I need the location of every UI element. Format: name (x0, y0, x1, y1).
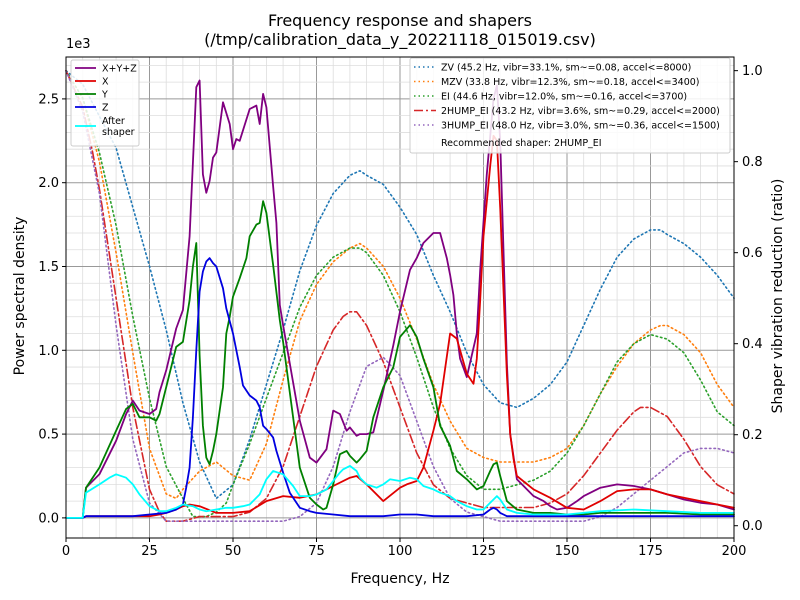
legend-left: X+Y+Z XYZ After shaper (70, 59, 140, 147)
legend-left-label-line: X+Y+Z (102, 64, 137, 75)
x-axis-label: Frequency, Hz (350, 571, 449, 587)
y2-tick-label: 0.4 (742, 337, 763, 352)
y2-tick-label: 0.0 (742, 519, 763, 534)
y2-tick-label: 0.6 (742, 246, 763, 261)
series-line-4 (65, 464, 735, 519)
y2-axis-label: Shaper vibration reduction (ratio) (770, 179, 786, 414)
series-line-0 (65, 79, 735, 519)
x-tick-label: 150 (555, 544, 580, 559)
axis-ticks: 0 25 50 75 100 125 150 175 200 0.0 0.5 1.0 1.5 2.0 2.5… (38, 64, 762, 559)
series-line-9 (65, 69, 735, 523)
legend-left-label: X+Y+Z (102, 64, 137, 75)
y-tick-label: 0.0 (38, 511, 59, 526)
x-tick-label: 175 (638, 544, 663, 559)
series-line-8 (65, 69, 735, 523)
recommended-shaper-text: Recommended shaper: 2HUMP_EI (441, 138, 602, 149)
x-tick-label: 0 (62, 544, 70, 559)
legend-left-label: Z (102, 103, 109, 114)
series-line-5 (65, 69, 735, 500)
series-line-3 (65, 257, 735, 519)
y-axis-label: Power spectral density (12, 217, 28, 376)
x-tick-label: 25 (141, 544, 158, 559)
legend-left-label-line: shaper (102, 127, 135, 138)
legend-right-label: 2HUMP_EI (43.2 Hz, vibr=3.6%, sm~=0.29, … (441, 106, 720, 117)
x-tick-label: 200 (722, 544, 747, 559)
legend-right-label: 3HUMP_EI (48.0 Hz, vibr=3.0%, sm~=0.36, … (441, 121, 720, 132)
y-tick-label: 0.5 (38, 428, 59, 443)
legend-left-label-line: X (102, 77, 109, 88)
y-axis-scale-label: 1e3 (66, 37, 91, 52)
y2-tick-label: 0.2 (742, 428, 763, 443)
y2-tick-label: 1.0 (742, 64, 763, 79)
series-line-2 (65, 200, 735, 519)
x-tick-label: 75 (308, 544, 325, 559)
x-tick-label: 125 (471, 544, 496, 559)
legend-left-label-line: Y (101, 90, 108, 101)
chart-subtitle: (/tmp/calibration_data_y_20221118_015019… (204, 30, 596, 50)
legend-right-box (409, 57, 731, 154)
legend-right-label: ZV (45.2 Hz, vibr=33.1%, sm~=0.08, accel… (441, 63, 691, 74)
y2-tick-label: 0.8 (742, 155, 763, 170)
legend-left-label-line: Z (102, 103, 109, 114)
legend-left-label: Y (101, 90, 108, 101)
y-tick-label: 1.5 (38, 260, 59, 275)
legend-right-label: EI (44.6 Hz, vibr=12.0%, sm~=0.16, accel… (441, 92, 687, 103)
series-line-7 (65, 69, 735, 518)
y-tick-label: 2.5 (38, 92, 59, 107)
legend-right: ZV (45.2 Hz, vibr=33.1%, sm~=0.08, accel… (409, 57, 731, 154)
series-lines (65, 69, 735, 523)
y-tick-label: 1.0 (38, 344, 59, 359)
x-tick-label: 100 (388, 544, 413, 559)
chart-title: Frequency response and shapers (268, 11, 532, 30)
y-tick-label: 2.0 (38, 176, 59, 191)
legend-left-label: X (102, 77, 109, 88)
legend-left-label-line: After (102, 116, 125, 127)
legend-left-label: After shaper (102, 116, 135, 138)
legend-right-label: MZV (33.8 Hz, vibr=12.3%, sm~=0.18, acce… (441, 77, 700, 88)
x-tick-label: 50 (225, 544, 242, 559)
